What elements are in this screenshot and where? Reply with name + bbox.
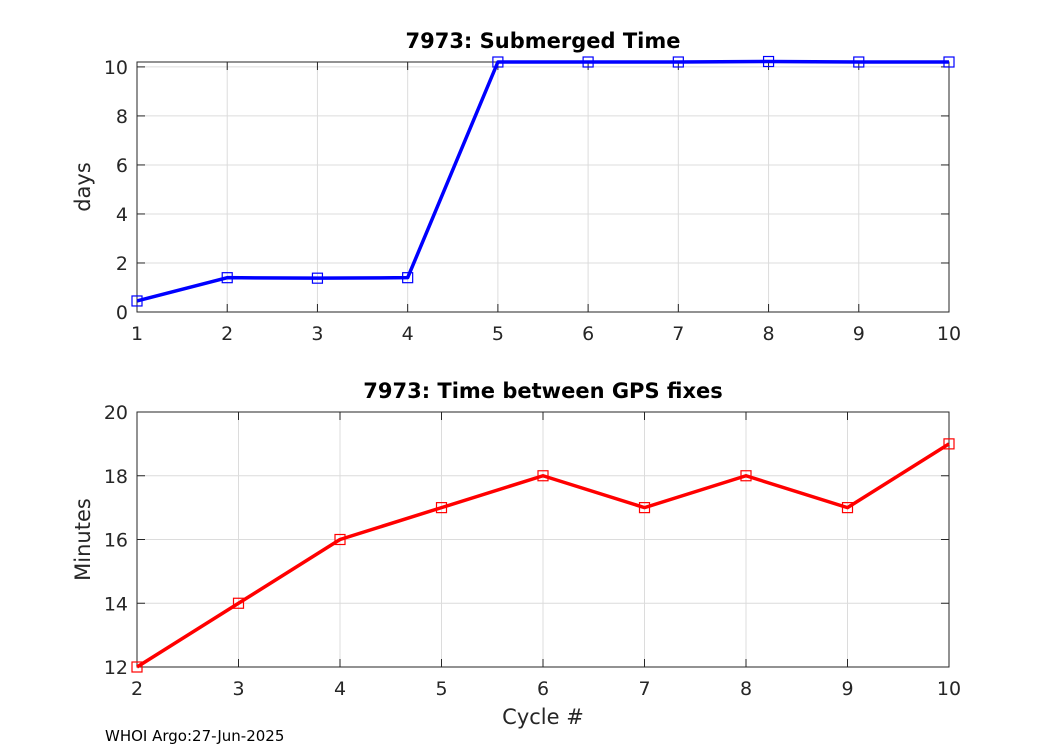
data-point-marker bbox=[435, 502, 448, 514]
grid-lines bbox=[136, 62, 950, 313]
data-point-marker bbox=[221, 272, 233, 284]
y-tick-label: 6 bbox=[116, 155, 128, 177]
data-point-marker bbox=[740, 470, 752, 482]
x-tick-label: 5 bbox=[492, 323, 504, 345]
x-tick-label: 10 bbox=[937, 323, 961, 345]
y-axis-label: Minutes bbox=[71, 498, 95, 581]
data-point-marker bbox=[537, 470, 549, 482]
x-axis-label: Cycle # bbox=[502, 705, 584, 729]
y-tick-label: 12 bbox=[104, 657, 128, 679]
data-point-marker bbox=[334, 533, 346, 546]
x-tick-label: 2 bbox=[221, 323, 233, 345]
x-tick-label: 7 bbox=[672, 323, 684, 345]
chart-title: 7973: Submerged Time bbox=[405, 29, 680, 53]
data-point-marker bbox=[762, 55, 775, 68]
data-point-marker bbox=[492, 56, 504, 68]
x-tick-label: 7 bbox=[638, 678, 650, 700]
x-tick-label: 8 bbox=[763, 323, 775, 345]
x-tick-label: 4 bbox=[334, 678, 346, 700]
data-point-marker bbox=[943, 438, 955, 450]
data-point-marker bbox=[131, 295, 143, 307]
data-point-marker bbox=[131, 661, 143, 673]
chart-gps-fix-time: 2 3 4 5 6 7 8 9 10 12 14 16 18 20 7973: Time between G… bbox=[71, 379, 961, 729]
x-tick-label: 6 bbox=[537, 678, 549, 700]
y-tick-label: 0 bbox=[116, 302, 128, 324]
data-point-marker bbox=[672, 56, 684, 68]
x-tick-label: 2 bbox=[131, 678, 143, 700]
y-tick-label: 2 bbox=[116, 253, 128, 275]
x-tick-label: 10 bbox=[937, 678, 961, 700]
axes-box bbox=[136, 61, 950, 313]
data-point-marker bbox=[853, 56, 865, 68]
x-tick-label: 3 bbox=[311, 323, 323, 345]
y-tick-label: 16 bbox=[104, 530, 128, 552]
y-tick-label: 10 bbox=[104, 57, 128, 79]
series-line bbox=[136, 59, 949, 303]
y-tick-label: 8 bbox=[116, 106, 128, 128]
y-tick-label: 18 bbox=[104, 466, 128, 488]
y-tick-label: 20 bbox=[104, 402, 128, 424]
x-tick-label: 6 bbox=[582, 323, 594, 345]
data-point-marker bbox=[311, 272, 324, 284]
data-point-marker bbox=[402, 272, 414, 284]
series-line bbox=[136, 442, 950, 669]
data-point-marker bbox=[638, 502, 651, 514]
data-point-marker bbox=[841, 502, 854, 514]
data-point-marker bbox=[943, 56, 955, 68]
x-tick-label: 9 bbox=[853, 323, 865, 345]
grid-lines bbox=[136, 411, 950, 668]
x-tick-label: 5 bbox=[435, 678, 447, 700]
y-tick-label: 4 bbox=[116, 204, 128, 226]
y-axis-label: days bbox=[71, 162, 95, 212]
chart-title: 7973: Time between GPS fixes bbox=[363, 379, 723, 403]
y-tick-label: 14 bbox=[104, 593, 128, 615]
chart-submerged-time: 1 2 3 4 5 6 7 8 9 10 0 2 4 6 8 10 7973: Submerged Time da… bbox=[71, 29, 961, 345]
footer-text: WHOI Argo:27-Jun-2025 bbox=[105, 727, 284, 745]
x-tick-label: 9 bbox=[841, 678, 853, 700]
x-tick-label: 1 bbox=[131, 323, 143, 345]
x-tick-label: 3 bbox=[232, 678, 244, 700]
data-point-marker bbox=[582, 56, 594, 68]
x-tick-label: 8 bbox=[740, 678, 752, 700]
data-point-marker bbox=[232, 597, 245, 609]
x-tick-label: 4 bbox=[402, 323, 414, 345]
